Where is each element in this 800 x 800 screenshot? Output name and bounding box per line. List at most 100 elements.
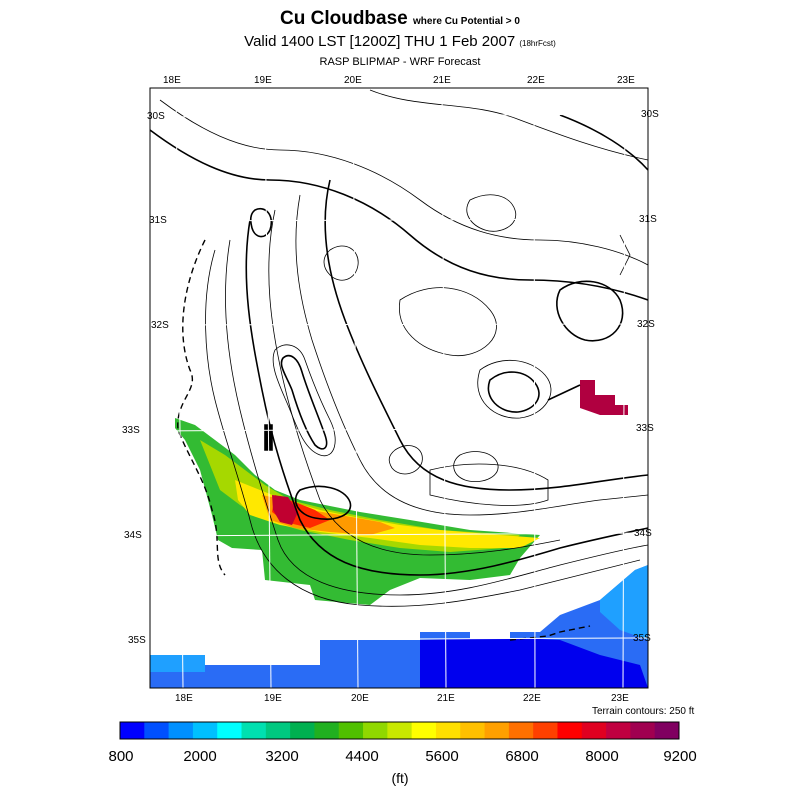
right-lat-label: 32S	[637, 319, 655, 330]
colorbar-label: 8000	[585, 748, 619, 765]
terrain-contour	[323, 245, 359, 281]
terrain-contour	[294, 485, 352, 520]
left-lat-label: 31S	[149, 215, 167, 226]
terrain-contour	[619, 234, 631, 276]
model-label: RASP BLIPMAP - WRF Forecast	[319, 56, 481, 68]
left-lat-label: 32S	[151, 320, 169, 331]
terrain-contour	[280, 354, 328, 450]
top-lon-label: 19E	[254, 75, 272, 86]
colorbar-swatch	[411, 722, 437, 739]
graticule	[149, 87, 649, 689]
colorbar-swatch	[435, 722, 461, 739]
terrain-contour-note: Terrain contours: 250 ft	[592, 706, 695, 717]
bottom-lon-label: 18E	[175, 693, 193, 704]
cloudbase-region-lowest-ocean	[420, 638, 648, 688]
colorbar-swatch	[265, 722, 291, 739]
colorbar-border	[119, 721, 680, 740]
terrain-contour	[268, 209, 561, 556]
colorbar-label: 5600	[425, 748, 459, 765]
terrain-contour	[149, 129, 649, 301]
colorbar-label: 3200	[265, 748, 299, 765]
right-lat-label: 33S	[636, 423, 654, 434]
terrain-contour	[177, 239, 226, 576]
terrain-contour	[556, 280, 624, 342]
colorbar-swatch	[290, 722, 315, 739]
right-lat-label: 34S	[634, 528, 652, 539]
terrain-contour	[245, 219, 649, 576]
map-frame	[149, 87, 649, 689]
colorbar-label: 6800	[505, 748, 539, 765]
bottom-lon-label: 23E	[611, 693, 629, 704]
colorbar-swatch	[533, 722, 558, 739]
bottom-lon-label: 22E	[523, 693, 541, 704]
colorbar-swatch	[314, 722, 340, 739]
terrain-contour	[509, 625, 591, 641]
terrain-contour	[466, 194, 517, 232]
forecast-hours: (18hrFcst)	[519, 39, 556, 48]
bottom-lon-label: 21E	[437, 693, 455, 704]
terrain-contour	[559, 114, 649, 171]
colorbar-swatch	[557, 722, 583, 739]
terrain-contour	[159, 99, 649, 266]
colorbar-swatch	[144, 722, 169, 739]
colorbar	[119, 721, 680, 740]
terrain-contour	[205, 249, 641, 607]
colorbar-swatch	[508, 722, 534, 739]
valid-time: Valid 1400 LST [1200Z] THU 1 Feb 2007	[244, 33, 516, 50]
terrain-contour	[487, 371, 540, 413]
colorbar-swatch	[630, 722, 656, 739]
colorbar-swatch	[363, 722, 388, 739]
right-lat-label: 30S	[641, 109, 659, 120]
colorbar-label: 2000	[183, 748, 217, 765]
colorbar-label: 9200	[663, 748, 697, 765]
terrain-contour	[388, 445, 423, 475]
colorbar-swatch	[192, 722, 218, 739]
terrain-contour	[453, 451, 499, 482]
terrain-contour	[369, 89, 649, 161]
bottom-lon-label: 19E	[264, 693, 282, 704]
valid-time-line: Valid 1400 LST [1200Z] THU 1 Feb 2007 (1…	[0, 33, 800, 50]
title-text: Cu Cloudbase	[280, 8, 408, 29]
right-lat-label: 35S	[633, 633, 651, 644]
left-lat-label: 33S	[122, 425, 140, 436]
colorbar-swatch	[606, 722, 631, 739]
colorbar-label: 800	[108, 748, 134, 765]
terrain-contour	[477, 359, 552, 419]
colorbar-label: 4400	[345, 748, 379, 765]
colorbar-swatch	[581, 722, 607, 739]
cloudbase-region-light-west	[150, 655, 205, 672]
cloudbase-field	[150, 380, 648, 688]
terrain-contour	[429, 463, 549, 506]
terrain-contour	[547, 384, 581, 401]
terrain-contour	[324, 179, 649, 491]
title-qualifier: where Cu Potential > 0	[413, 16, 520, 27]
top-lon-label: 23E	[617, 75, 635, 86]
top-lon-label: 22E	[527, 75, 545, 86]
cloudbase-region-green	[175, 418, 540, 605]
left-lat-label: 30S	[147, 111, 165, 122]
top-lon-label: 18E	[163, 75, 181, 86]
top-lon-label: 21E	[433, 75, 451, 86]
cloudbase-region-maroon-east	[580, 380, 628, 415]
colorbar-swatch	[217, 722, 242, 739]
colorbar-swatch	[168, 722, 194, 739]
terrain-contour	[398, 287, 497, 357]
terrain-contour	[295, 194, 649, 516]
colorbar-swatch	[654, 722, 680, 739]
top-lon-label: 20E	[344, 75, 362, 86]
left-lat-label: 34S	[124, 530, 142, 541]
colorbar-swatch	[241, 722, 267, 739]
terrain-contour	[249, 208, 273, 238]
bottom-lon-label: 20E	[351, 693, 369, 704]
terrain-contours	[149, 89, 649, 641]
colorbar-units: (ft)	[391, 770, 409, 786]
colorbar-swatch	[460, 722, 485, 739]
colorbar-swatch	[338, 722, 364, 739]
right-lat-label: 31S	[639, 214, 657, 225]
colorbar-swatch	[484, 722, 510, 739]
cloudbase-region-maroon-west	[272, 495, 298, 525]
cloudbase-region-light-east	[600, 565, 648, 640]
map-title: Cu Cloudbase where Cu Potential > 0	[0, 8, 800, 30]
colorbar-swatch	[387, 722, 413, 739]
